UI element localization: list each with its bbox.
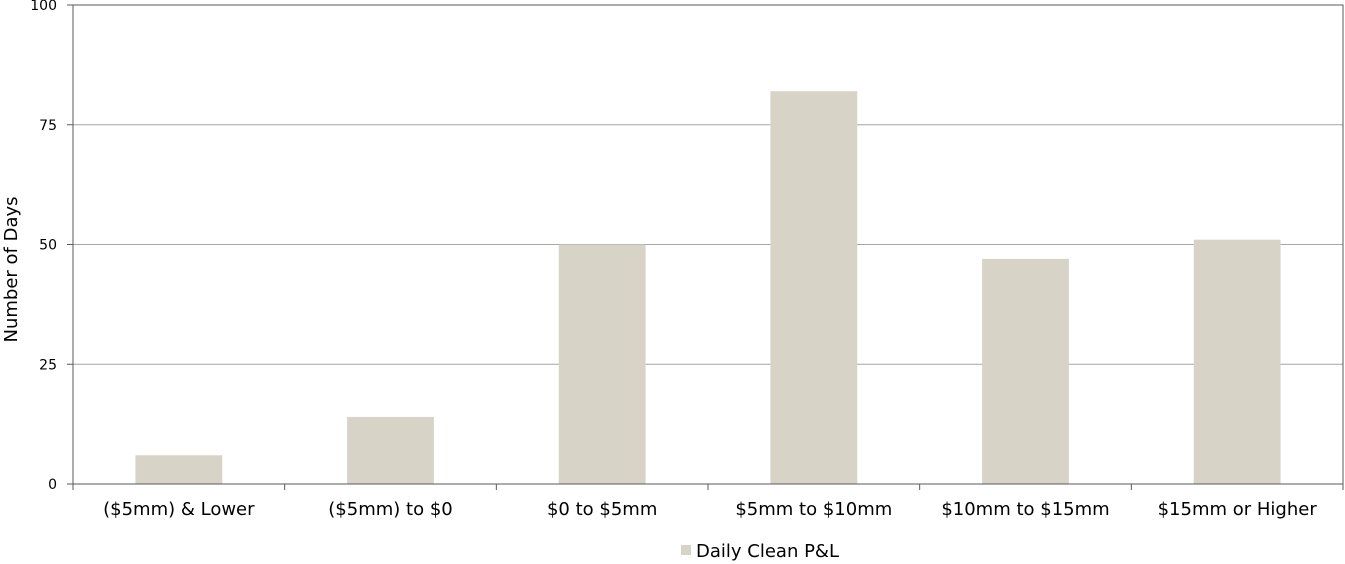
- bar: [770, 91, 858, 484]
- x-axis-ticks: ($5mm) & Lower ($5mm) to $0 $0 to $5mm $5mm…: [72, 484, 1344, 520]
- plot-border: [73, 4, 1344, 484]
- y-tick-label: 0: [48, 477, 57, 493]
- legend-swatch: [681, 545, 691, 555]
- x-tick-label: $10mm to $15mm: [941, 499, 1109, 520]
- bars: [135, 91, 1281, 484]
- bar: [1193, 239, 1281, 484]
- y-tick-label: 75: [39, 118, 57, 134]
- y-tick-label: 100: [30, 0, 57, 14]
- x-tick-label: $5mm to $10mm: [735, 499, 892, 520]
- y-axis-title: Number of Days: [1, 196, 22, 342]
- bar: [982, 258, 1069, 484]
- gridlines: [73, 4, 1344, 484]
- y-axis-ticks: 0 25 50 75 100: [30, 0, 73, 493]
- y-tick-label: 25: [39, 357, 57, 373]
- legend: Daily Clean P&L: [681, 541, 839, 562]
- bar: [135, 455, 223, 484]
- bar: [558, 244, 646, 484]
- x-tick-label: ($5mm) to $0: [328, 499, 452, 520]
- x-tick-label: $15mm or Higher: [1158, 499, 1318, 520]
- bar: [347, 416, 434, 484]
- legend-label: Daily Clean P&L: [696, 541, 839, 562]
- x-tick-label: $0 to $5mm: [547, 499, 657, 520]
- x-tick-label: ($5mm) & Lower: [103, 499, 255, 520]
- y-tick-label: 50: [39, 238, 57, 254]
